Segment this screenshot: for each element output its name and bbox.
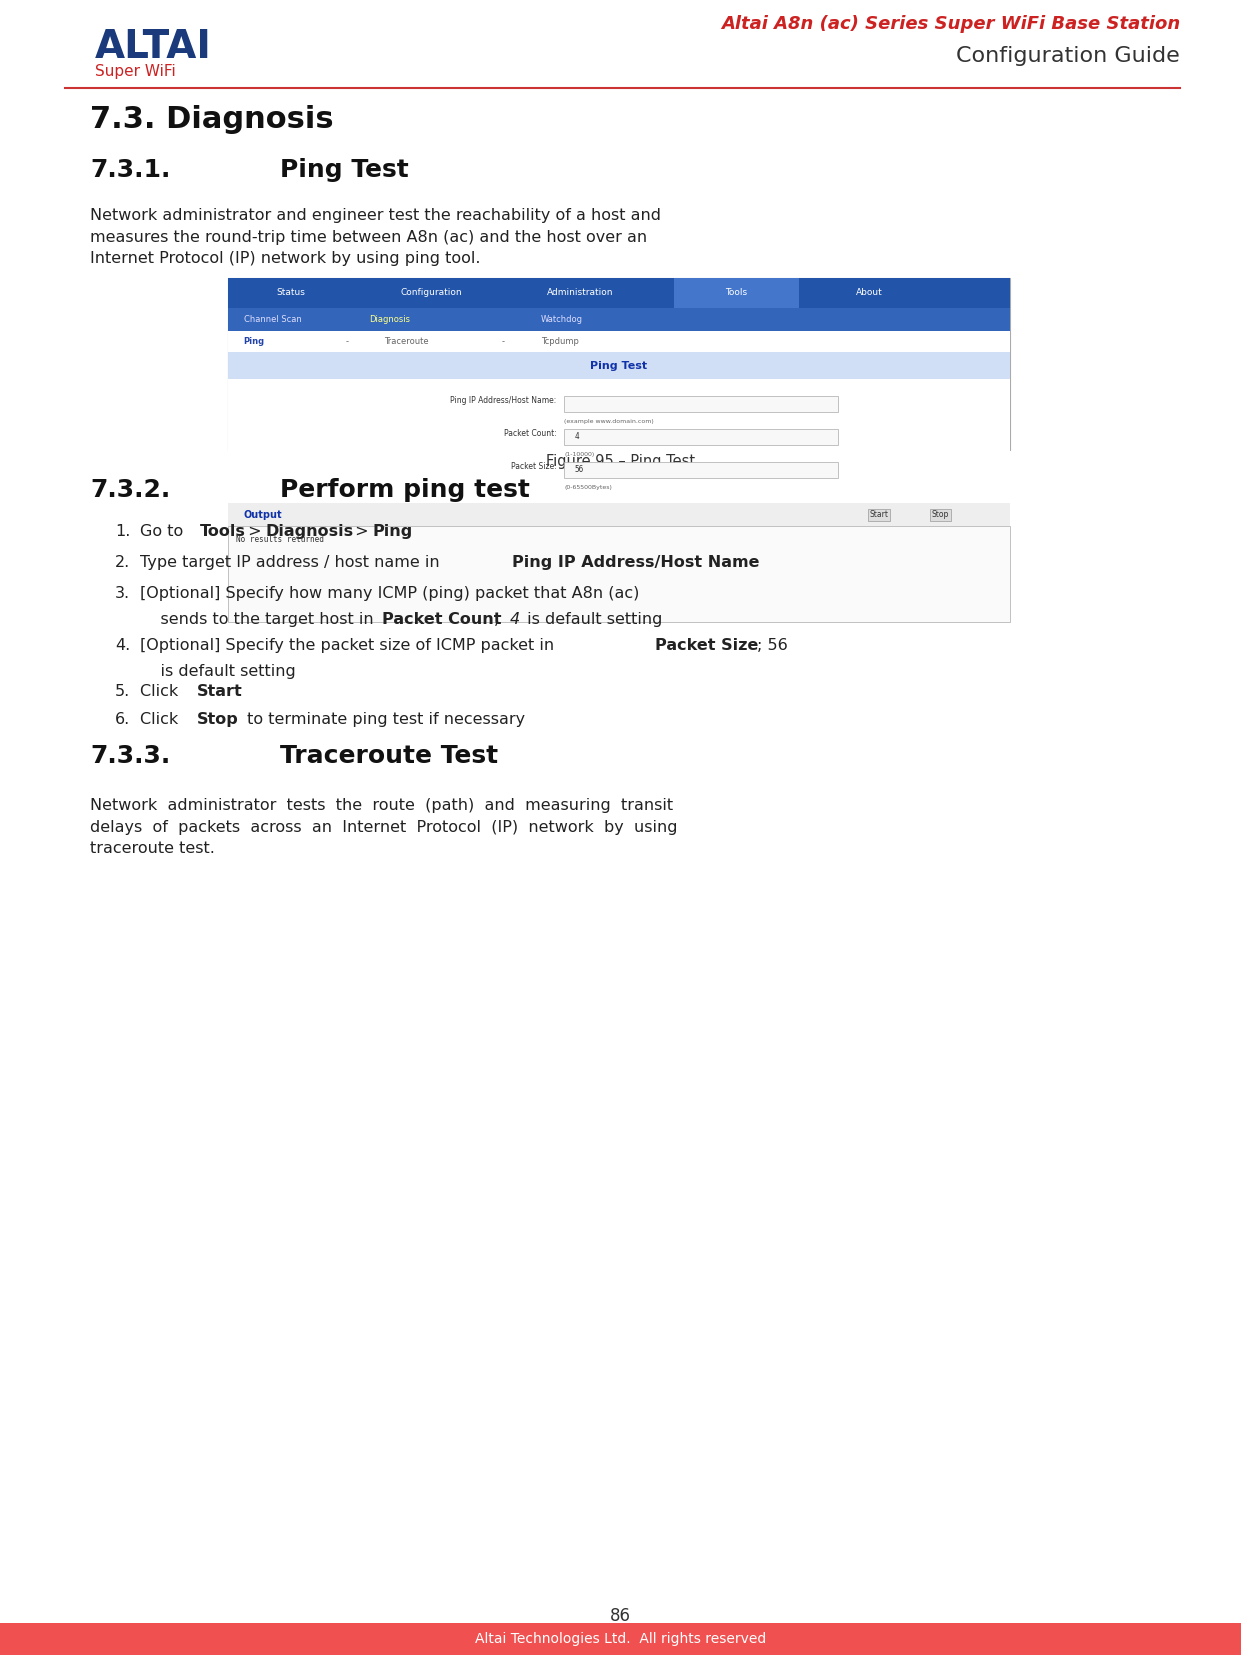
Text: >: > (243, 525, 267, 540)
Text: Altai A8n (ac) Series Super WiFi Base Station: Altai A8n (ac) Series Super WiFi Base St… (721, 15, 1180, 33)
Text: Click: Click (140, 712, 184, 727)
Text: 4: 4 (575, 432, 578, 442)
Text: -: - (501, 338, 505, 346)
Text: 4: 4 (510, 612, 520, 627)
Text: Go to: Go to (140, 525, 189, 540)
Text: Packet Count:: Packet Count: (504, 429, 556, 437)
Text: Type target IP address / host name in: Type target IP address / host name in (140, 554, 444, 569)
FancyBboxPatch shape (565, 396, 838, 412)
FancyBboxPatch shape (565, 462, 838, 478)
Text: Tcpdump: Tcpdump (541, 338, 578, 346)
Text: to terminate ping test if necessary: to terminate ping test if necessary (242, 712, 525, 727)
FancyBboxPatch shape (228, 278, 354, 308)
Text: Output: Output (243, 510, 282, 520)
Text: 7.3.2.: 7.3.2. (91, 478, 170, 501)
FancyBboxPatch shape (0, 1624, 1241, 1655)
Text: (1-10000): (1-10000) (565, 452, 594, 457)
Text: Watchdog: Watchdog (541, 314, 583, 324)
Text: Ping Test: Ping Test (591, 361, 648, 371)
Text: Ping Test: Ping Test (280, 157, 408, 182)
Text: Ping IP Address/Host Name: Ping IP Address/Host Name (513, 554, 759, 569)
FancyBboxPatch shape (369, 278, 494, 308)
Text: No results returned: No results returned (236, 535, 324, 543)
FancyBboxPatch shape (807, 278, 932, 308)
Text: Ping: Ping (372, 525, 412, 540)
Text: (example www.domain.com): (example www.domain.com) (565, 419, 654, 424)
Text: Network administrator and engineer test the reachability of a host and
measures : Network administrator and engineer test … (91, 209, 661, 266)
Text: Network  administrator  tests  the  route  (path)  and  measuring  transit
delay: Network administrator tests the route (p… (91, 798, 678, 856)
Text: Click: Click (140, 684, 184, 698)
Text: Tools: Tools (725, 288, 747, 298)
Text: 2.: 2. (115, 554, 130, 569)
Text: Stop: Stop (932, 510, 949, 520)
Text: 1.: 1. (115, 525, 130, 540)
Text: Packet Count: Packet Count (382, 612, 501, 627)
Text: 7.3. Diagnosis: 7.3. Diagnosis (91, 104, 334, 134)
FancyBboxPatch shape (228, 331, 1010, 353)
Text: Stop: Stop (197, 712, 238, 727)
Text: About: About (856, 288, 882, 298)
FancyBboxPatch shape (674, 278, 799, 308)
Text: Figure 95 – Ping Test: Figure 95 – Ping Test (546, 453, 695, 468)
Text: Diagnosis: Diagnosis (369, 314, 410, 324)
Text: 3.: 3. (115, 586, 130, 601)
Text: Start: Start (869, 510, 889, 520)
Text: ;: ; (494, 612, 504, 627)
Text: 5.: 5. (115, 684, 130, 698)
Text: Configuration Guide: Configuration Guide (957, 46, 1180, 66)
Text: -: - (345, 338, 349, 346)
Text: is default setting: is default setting (140, 664, 295, 679)
FancyBboxPatch shape (565, 429, 838, 445)
Text: 86: 86 (611, 1607, 630, 1625)
FancyBboxPatch shape (228, 379, 1010, 503)
FancyBboxPatch shape (228, 526, 1010, 622)
Text: ALTAI: ALTAI (96, 28, 212, 66)
Text: 6.: 6. (115, 712, 130, 727)
Text: ; 56: ; 56 (757, 637, 788, 654)
Text: sends to the target host in: sends to the target host in (140, 612, 379, 627)
FancyBboxPatch shape (228, 353, 1010, 379)
Text: Packet Size: Packet Size (655, 637, 758, 654)
Text: 4.: 4. (115, 637, 130, 654)
Text: Ping IP Address/Host Name:: Ping IP Address/Host Name: (450, 396, 556, 404)
Text: Channel Scan: Channel Scan (243, 314, 302, 324)
Text: 7.3.1.: 7.3.1. (91, 157, 170, 182)
Text: Altai Technologies Ltd.  All rights reserved: Altai Technologies Ltd. All rights reser… (475, 1632, 766, 1647)
FancyBboxPatch shape (228, 503, 1010, 526)
Text: Configuration: Configuration (401, 288, 462, 298)
Text: (0-65500Bytes): (0-65500Bytes) (565, 485, 612, 490)
Text: Diagnosis: Diagnosis (266, 525, 354, 540)
Text: Ping: Ping (243, 338, 264, 346)
FancyBboxPatch shape (228, 278, 1010, 450)
FancyBboxPatch shape (517, 278, 643, 308)
Text: Start: Start (197, 684, 243, 698)
Text: Perform ping test: Perform ping test (280, 478, 530, 501)
Text: 56: 56 (575, 465, 583, 475)
Text: [Optional] Specify the packet size of ICMP packet in: [Optional] Specify the packet size of IC… (140, 637, 560, 654)
Text: Traceroute Test: Traceroute Test (280, 745, 498, 768)
Text: >: > (350, 525, 374, 540)
Text: Super WiFi: Super WiFi (96, 65, 176, 79)
FancyBboxPatch shape (228, 308, 1010, 331)
Text: Administration: Administration (546, 288, 613, 298)
Text: 7.3.3.: 7.3.3. (91, 745, 170, 768)
Text: Tools: Tools (200, 525, 246, 540)
Text: Status: Status (276, 288, 305, 298)
Text: is default setting: is default setting (522, 612, 663, 627)
FancyBboxPatch shape (228, 278, 1010, 308)
Text: Packet Size:: Packet Size: (511, 462, 556, 470)
Text: Traceroute: Traceroute (385, 338, 429, 346)
Text: [Optional] Specify how many ICMP (ping) packet that A8n (ac): [Optional] Specify how many ICMP (ping) … (140, 586, 639, 601)
